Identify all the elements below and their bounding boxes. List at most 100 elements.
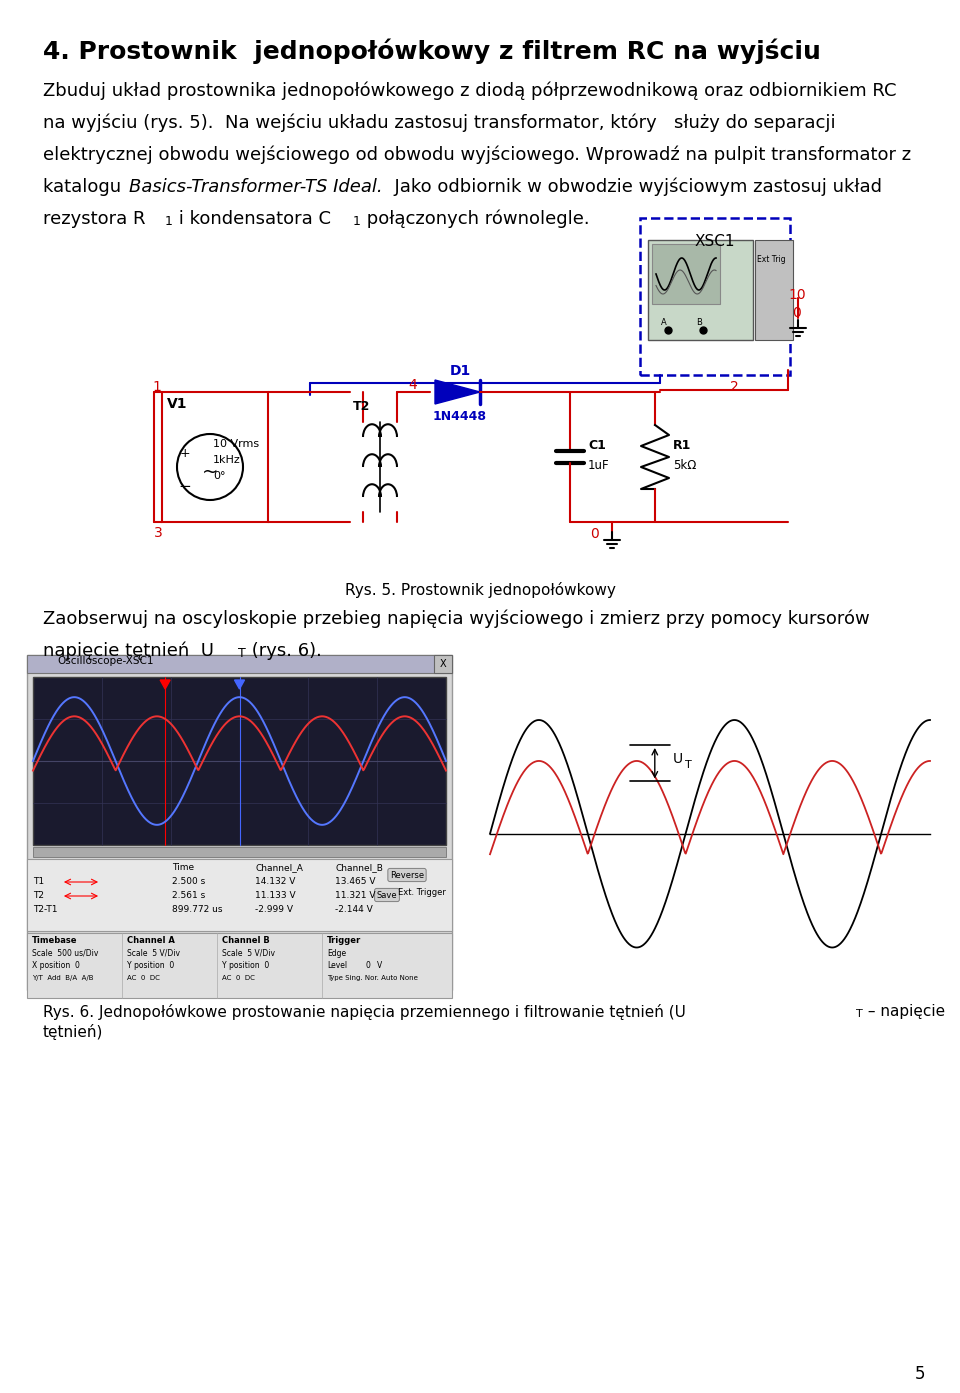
Text: Time: Time (172, 864, 194, 872)
Bar (27, 655, 452, 990)
Text: 0°: 0° (213, 471, 226, 481)
Text: C1: C1 (588, 439, 606, 451)
Text: Level: Level (327, 961, 348, 970)
Text: 1N4448: 1N4448 (433, 410, 487, 423)
Text: 14.132 V: 14.132 V (255, 878, 296, 886)
Bar (33, 677, 446, 846)
Text: Y position  0: Y position 0 (222, 961, 269, 970)
Text: X position  0: X position 0 (32, 961, 80, 970)
Text: T2-T1: T2-T1 (33, 905, 58, 914)
Text: D1: D1 (449, 364, 470, 378)
Text: 11.133 V: 11.133 V (255, 892, 296, 900)
Text: Trigger: Trigger (327, 936, 361, 944)
Bar (648, 240, 753, 340)
Text: B: B (696, 318, 702, 327)
Text: Rys. 6. Jednopołówkowe prostowanie napięcia przemiennego i filtrowanie tętnień (: Rys. 6. Jednopołówkowe prostowanie napię… (43, 1004, 685, 1020)
Text: 2.561 s: 2.561 s (172, 892, 205, 900)
Text: Timebase: Timebase (32, 936, 78, 944)
Bar (27, 859, 452, 931)
Text: 10 Vrms: 10 Vrms (213, 439, 259, 449)
Text: T1: T1 (33, 878, 44, 886)
Text: Oscilloscope-XSC1: Oscilloscope-XSC1 (57, 656, 154, 666)
Polygon shape (234, 680, 245, 690)
Polygon shape (160, 680, 170, 690)
Text: Ext. Trigger: Ext. Trigger (398, 887, 446, 897)
Text: Channel B: Channel B (222, 936, 270, 944)
Text: 10: 10 (788, 288, 805, 302)
Text: Channel_B: Channel_B (335, 864, 383, 872)
Text: tętnień): tętnień) (43, 1024, 104, 1041)
Text: (rys. 6).: (rys. 6). (246, 642, 322, 660)
Text: Reverse: Reverse (390, 871, 424, 879)
Text: A: A (661, 318, 667, 327)
Text: rezystora R: rezystora R (43, 210, 146, 228)
Text: -2.144 V: -2.144 V (335, 905, 372, 914)
Text: T2: T2 (353, 400, 371, 412)
Text: AC  0  DC: AC 0 DC (127, 975, 160, 981)
Text: 1kHz: 1kHz (213, 456, 241, 465)
Text: – napięcie: – napięcie (863, 1004, 946, 1020)
Text: Jako odbiornik w obwodzie wyjściowym zastosuj układ: Jako odbiornik w obwodzie wyjściowym zas… (383, 178, 882, 196)
Text: na wyjściu (rys. 5).  Na wejściu układu zastosuj transformator, który   służy do: na wyjściu (rys. 5). Na wejściu układu z… (43, 114, 835, 132)
Text: T: T (856, 1009, 863, 1020)
Text: 2.500 s: 2.500 s (172, 878, 205, 886)
Text: 1: 1 (152, 380, 161, 394)
Bar (755, 240, 793, 340)
Text: Scale  5 V/Div: Scale 5 V/Div (222, 949, 275, 958)
Text: Y/T  Add  B/A  A/B: Y/T Add B/A A/B (32, 975, 93, 981)
Polygon shape (435, 380, 480, 404)
Bar (33, 847, 446, 857)
Text: +: + (180, 447, 190, 460)
Text: V: V (377, 961, 382, 970)
Text: 0: 0 (792, 306, 801, 320)
Bar (480, 655, 940, 981)
Text: 0: 0 (365, 961, 370, 970)
Text: T2: T2 (33, 892, 44, 900)
Text: elektrycznej obwodu wejściowego od obwodu wyjściowego. Wprowadź na pulpit transf: elektrycznej obwodu wejściowego od obwod… (43, 146, 911, 164)
Text: Scale  5 V/Div: Scale 5 V/Div (127, 949, 180, 958)
Bar (162, 391, 268, 522)
Text: i kondensatora C: i kondensatora C (173, 210, 331, 228)
Bar (27, 933, 452, 997)
Text: 1: 1 (165, 215, 173, 228)
Text: 11.321 V: 11.321 V (335, 892, 375, 900)
Bar (434, 655, 452, 673)
Text: -2.999 V: -2.999 V (255, 905, 293, 914)
Text: 4. Prostownik  jednopołówkowy z filtrem RC na wyjściu: 4. Prostownik jednopołówkowy z filtrem R… (43, 38, 821, 64)
Text: V1: V1 (167, 397, 187, 411)
Text: XSC1: XSC1 (695, 234, 735, 249)
Text: 1uF: 1uF (588, 460, 610, 472)
Text: 2: 2 (730, 380, 739, 394)
Text: U: U (673, 752, 683, 766)
Text: ~: ~ (202, 462, 218, 482)
Text: Scale  500 us/Div: Scale 500 us/Div (32, 949, 98, 958)
Bar (652, 244, 720, 304)
Text: Type Sing. Nor. Auto None: Type Sing. Nor. Auto None (327, 975, 418, 981)
Text: AC  0  DC: AC 0 DC (222, 975, 254, 981)
Text: Zbuduj układ prostownika jednopołówkowego z diodą półprzewodnikową oraz odbiorni: Zbuduj układ prostownika jednopołówkoweg… (43, 82, 897, 100)
Text: 0: 0 (590, 527, 599, 540)
Bar (27, 655, 452, 673)
Text: 1: 1 (353, 215, 361, 228)
Text: −: − (179, 479, 191, 495)
Text: Zaobserwuj na oscyloskopie przebieg napięcia wyjściowego i zmierz przy pomocy ku: Zaobserwuj na oscyloskopie przebieg napi… (43, 610, 870, 628)
Text: Save: Save (376, 890, 397, 900)
Text: X: X (440, 659, 446, 669)
Text: T: T (238, 646, 246, 660)
Text: połączonych równolegle.: połączonych równolegle. (361, 210, 589, 228)
Text: Basics-Transformer-TS Ideal.: Basics-Transformer-TS Ideal. (129, 178, 383, 196)
Text: 899.772 us: 899.772 us (172, 905, 223, 914)
Text: Channel A: Channel A (127, 936, 175, 944)
Text: 3: 3 (154, 527, 163, 540)
Text: R1: R1 (673, 439, 691, 451)
Text: T: T (684, 761, 691, 770)
Text: napięcie tętnień  U: napięcie tętnień U (43, 642, 214, 660)
Text: 4: 4 (408, 378, 417, 391)
Text: Edge: Edge (327, 949, 347, 958)
Text: Ext Trig: Ext Trig (757, 255, 785, 265)
Text: katalogu: katalogu (43, 178, 127, 196)
Text: 5: 5 (915, 1365, 925, 1383)
Bar (640, 217, 790, 375)
Text: Channel_A: Channel_A (255, 864, 302, 872)
Text: 5kΩ: 5kΩ (673, 460, 696, 472)
